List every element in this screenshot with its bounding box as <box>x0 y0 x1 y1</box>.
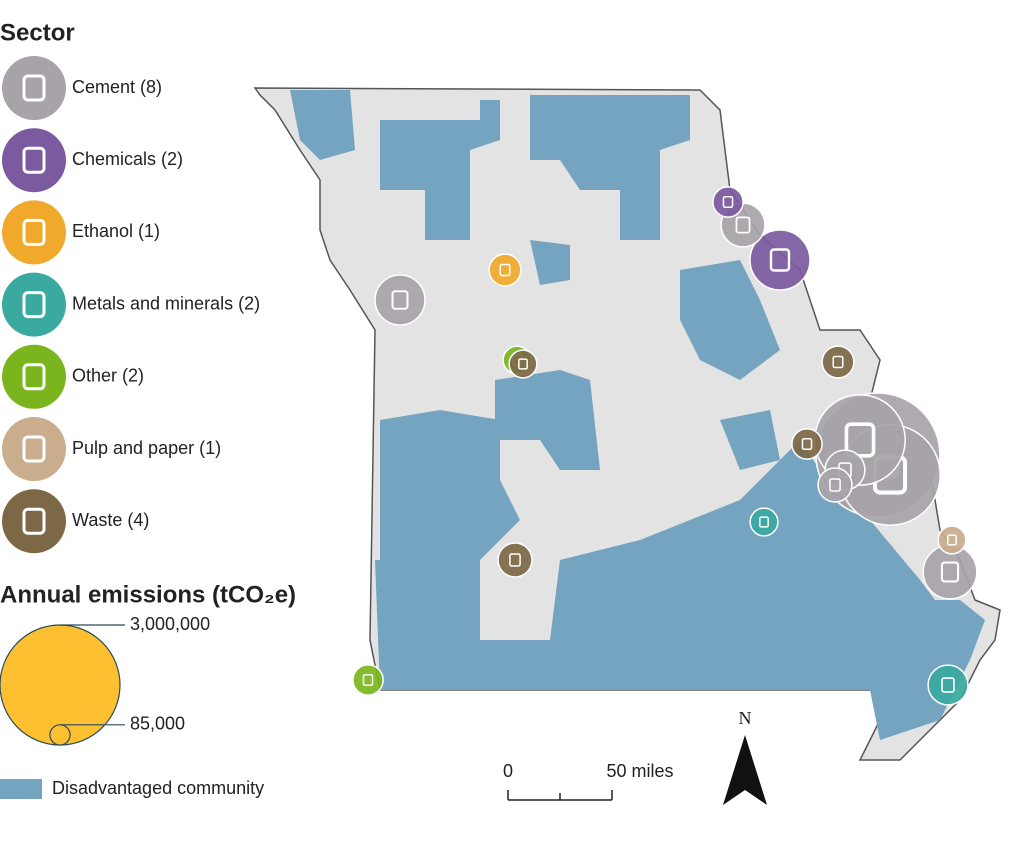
facility <box>817 467 853 503</box>
facility <box>749 507 779 537</box>
size-legend-label: 85,000 <box>130 714 185 734</box>
sector-label: Ethanol (1) <box>72 221 160 241</box>
state-map <box>253 87 1001 761</box>
facility-icon <box>391 290 409 310</box>
facility-icon <box>769 248 791 272</box>
area-legend-label: Disadvantaged community <box>52 778 264 798</box>
facility <box>749 229 811 291</box>
sector-label: Pulp and paper (1) <box>72 438 221 458</box>
sector-swatch <box>2 200 66 265</box>
area <box>380 100 500 240</box>
facility-icon <box>735 216 751 234</box>
area <box>530 240 570 285</box>
area <box>375 440 985 740</box>
disadvantaged-areas <box>290 90 985 740</box>
sector-icon <box>22 363 46 391</box>
north-arrow <box>723 735 767 805</box>
scale-end: 50 miles <box>606 761 673 781</box>
sector-swatch <box>2 128 66 193</box>
sector-icon <box>22 218 46 246</box>
size-legend-circle <box>49 724 71 746</box>
sector-icon <box>22 435 46 463</box>
facility-icon <box>518 358 528 370</box>
area <box>530 95 690 240</box>
sector-label: Waste (4) <box>72 510 149 530</box>
north-label: N <box>739 708 752 728</box>
facility <box>374 274 426 326</box>
facility <box>497 542 533 578</box>
facility-icon <box>801 437 813 451</box>
sector-swatch <box>2 489 66 554</box>
sector-swatch <box>2 417 66 481</box>
sector-label: Cement (8) <box>72 77 162 97</box>
sector-icon <box>22 74 46 102</box>
facility-icon <box>829 478 841 492</box>
facility <box>508 349 538 379</box>
scale-bar <box>507 790 613 801</box>
facility-icon <box>499 263 511 277</box>
sector-label: Other (2) <box>72 366 144 386</box>
area <box>290 90 355 160</box>
facility-icon <box>940 561 960 583</box>
scale-start: 0 <box>503 761 513 781</box>
facility-icon <box>947 534 957 546</box>
facility <box>488 253 522 287</box>
area <box>380 410 520 560</box>
area-swatch <box>0 779 42 799</box>
area <box>495 370 600 470</box>
area <box>720 410 780 470</box>
size-legend-title: Annual emissions (tCO₂e) <box>0 581 296 608</box>
facility-icon <box>832 355 844 369</box>
facility-icon <box>759 516 769 528</box>
facility <box>927 664 969 706</box>
sector-swatch <box>2 56 66 120</box>
sector-icon <box>22 146 46 174</box>
facility <box>352 664 384 696</box>
facility <box>821 345 855 379</box>
legend-title: Sector <box>0 19 75 46</box>
facility-icon <box>362 673 374 687</box>
facility <box>791 428 823 460</box>
facility-icon <box>941 677 955 693</box>
facility <box>712 186 744 218</box>
sector-icon <box>22 291 46 319</box>
sector-swatch <box>2 344 66 409</box>
sector-label: Chemicals (2) <box>72 149 183 169</box>
sector-label: Metals and minerals (2) <box>72 293 260 313</box>
area <box>680 260 780 380</box>
facility-icon <box>509 553 521 567</box>
sector-swatch <box>2 272 66 337</box>
size-legend-label: 3,000,000 <box>130 614 210 634</box>
facility <box>937 525 967 555</box>
facility-icon <box>722 195 734 209</box>
sector-icon <box>22 507 46 535</box>
